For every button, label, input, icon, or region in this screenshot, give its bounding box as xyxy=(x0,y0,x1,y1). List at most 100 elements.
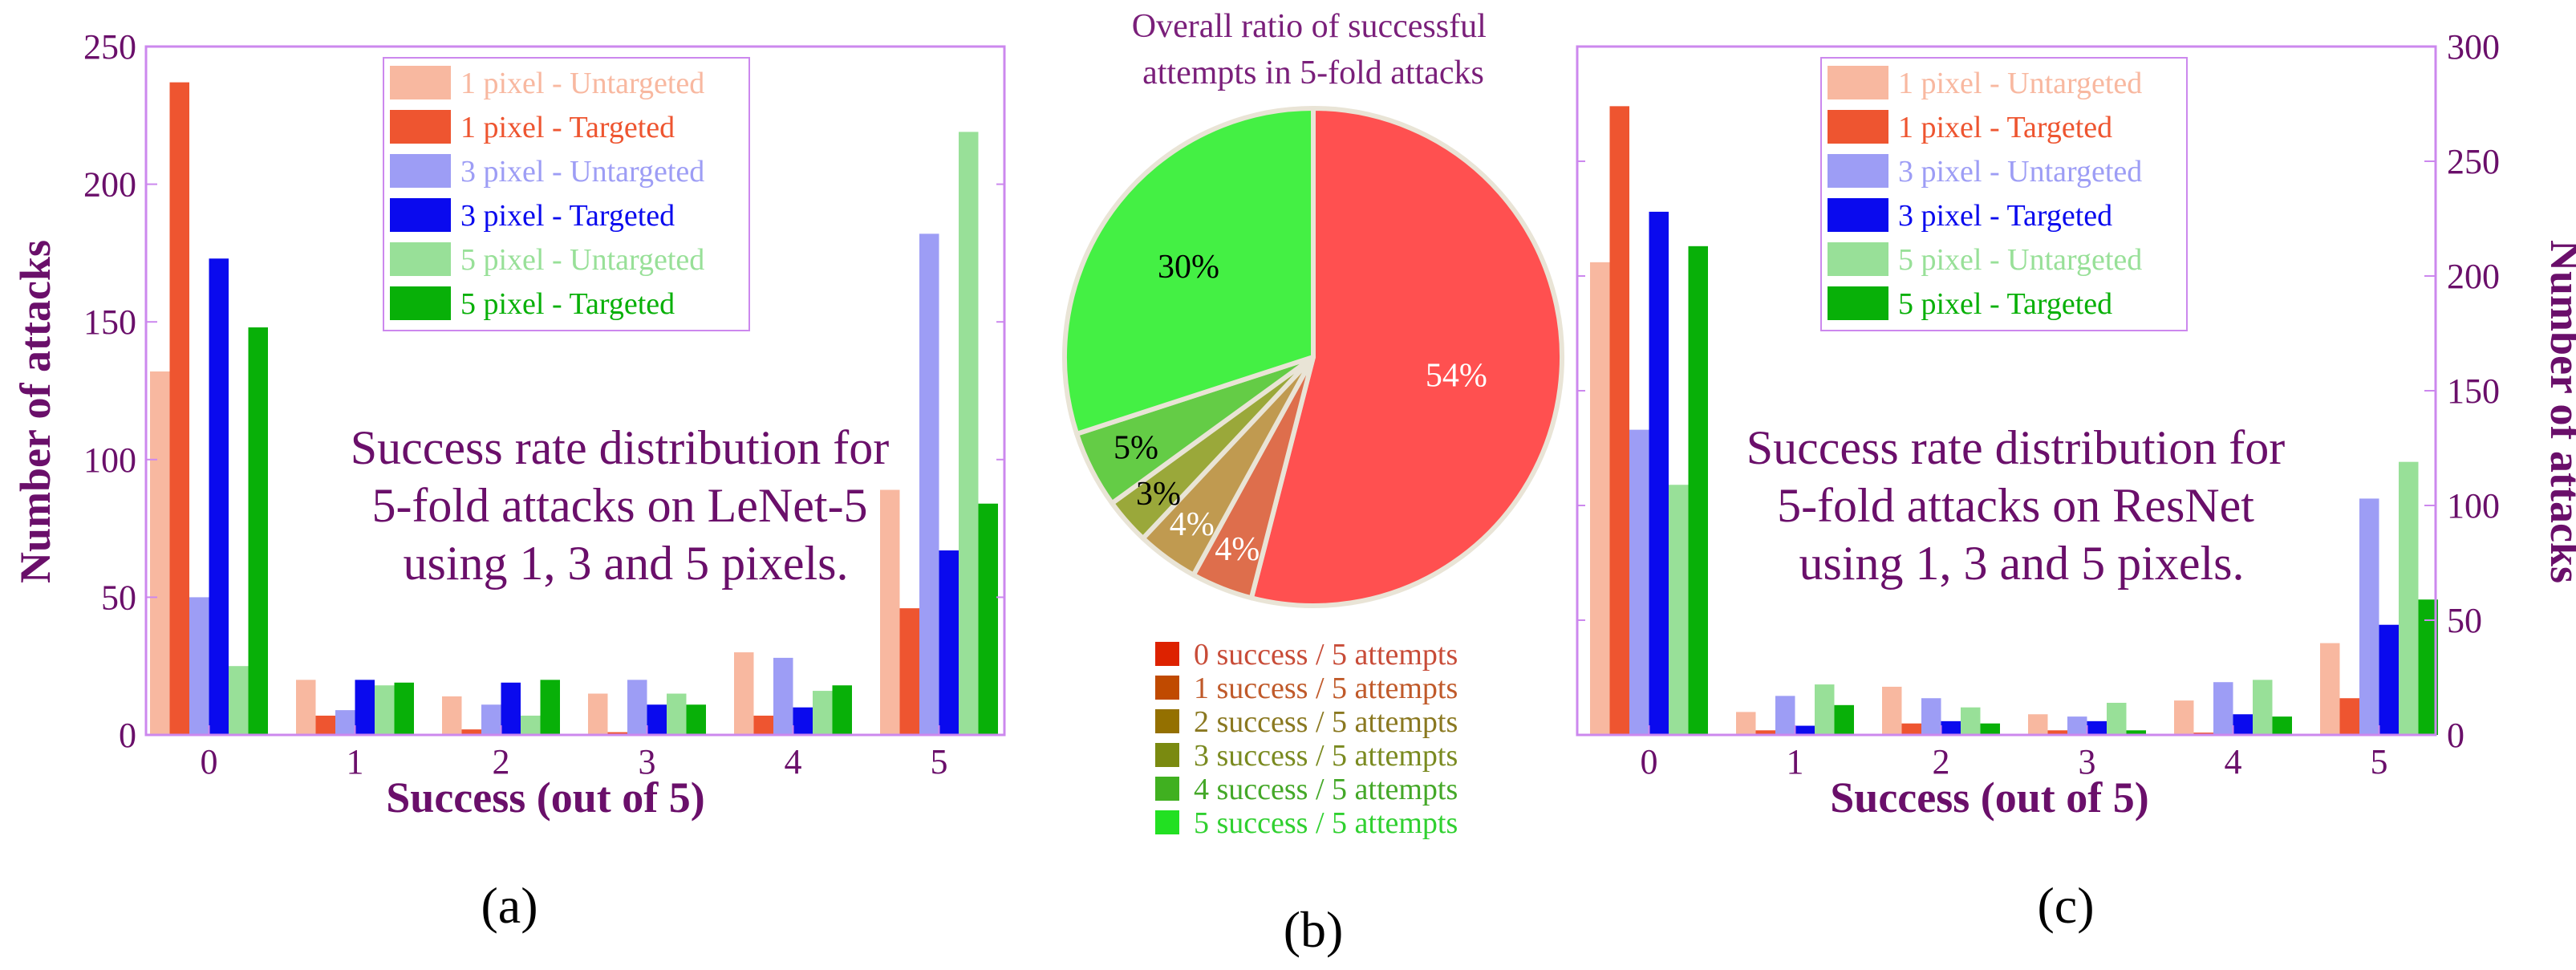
bar-5-cat-3 xyxy=(2107,702,2127,735)
panel-c-resnet-bar-chart: 0 50 100 150 200 250 300 0 1 2 3 4 5 1 pixel - Untar… xyxy=(1576,27,2576,934)
legend-label: 5 pixel - Untargeted xyxy=(1898,243,2142,277)
legend-label: 3 pixel - Targeted xyxy=(460,199,675,233)
legend-label: 1 pixel - Targeted xyxy=(460,111,675,144)
legend-label: 5 pixel - Untargeted xyxy=(460,243,704,277)
bar-4-cat-5 xyxy=(2379,624,2399,735)
pie-label-3-success: 3% xyxy=(1136,476,1181,513)
bar-4-cat-4 xyxy=(793,707,813,735)
bar-1-cat-0 xyxy=(1590,262,1610,736)
x-tick-label: 3 xyxy=(639,742,656,781)
bar-3-cat-4 xyxy=(773,657,793,735)
legend-box xyxy=(1820,57,2188,331)
legend-label: 1 pixel - Untargeted xyxy=(460,67,704,100)
bar-4-cat-0 xyxy=(209,258,229,735)
panel-c-xlabel: Success (out of 5) xyxy=(1830,773,2148,822)
pie-label-0-success: 54% xyxy=(1426,358,1487,395)
pie-legend-swatch xyxy=(1155,676,1179,700)
y-tick-label: 200 xyxy=(83,165,136,205)
bar-6-cat-2 xyxy=(540,680,560,735)
x-tick-label: 0 xyxy=(1641,742,1658,781)
legend-label: 5 pixel - Targeted xyxy=(460,287,675,321)
bar-5-cat-4 xyxy=(2253,680,2273,735)
pie-legend-label: 0 success / 5 attempts xyxy=(1194,638,1458,672)
x-tick-label: 0 xyxy=(201,742,218,781)
bar-3-cat-1 xyxy=(1775,696,1795,735)
pie-legend-swatch xyxy=(1155,810,1179,834)
bar-4-cat-2 xyxy=(1941,720,1961,735)
panel-c-caption: (c) xyxy=(2037,877,2094,934)
bar-4-cat-0 xyxy=(1649,211,1669,735)
panel-a-lenet5-bar-chart: 0 50 100 150 200 250 0 1 2 3 4 5 1 pixel - Untarget… xyxy=(11,27,1006,934)
bar-2-cat-4 xyxy=(753,715,773,735)
bar-3-cat-5 xyxy=(919,233,939,736)
bar-5-cat-0 xyxy=(1669,485,1689,735)
panel-c-annotation: Success rate distribution for 5-fold att… xyxy=(1746,421,2298,590)
bar-5-cat-2 xyxy=(521,715,541,735)
panel-b-caption: (b) xyxy=(1284,901,1344,958)
legend-label: 3 pixel - Targeted xyxy=(1898,199,2112,233)
pie-legend-label: 4 success / 5 attempts xyxy=(1194,773,1458,806)
x-tick-label: 5 xyxy=(2371,742,2388,781)
pie-label-1-success: 4% xyxy=(1215,531,1260,568)
y-tick-label: 150 xyxy=(83,302,136,342)
bar-1-cat-3 xyxy=(2028,714,2048,735)
bar-6-cat-4 xyxy=(832,685,852,735)
pie-legend-label: 3 success / 5 attempts xyxy=(1194,739,1458,773)
pie-legend-label: 1 success / 5 attempts xyxy=(1194,672,1458,705)
y-tick-label: 200 xyxy=(2447,257,2500,296)
y-tick-label: 0 xyxy=(2447,716,2464,755)
panel-a-annotation-line-3: using 1, 3 and 5 pixels. xyxy=(404,537,849,590)
x-tick-label: 4 xyxy=(785,742,802,781)
legend-swatch xyxy=(390,198,451,232)
bar-5-cat-3 xyxy=(667,693,687,735)
pie-title: Overall ratio of successful attempts in … xyxy=(1132,8,1495,91)
legend-swatch xyxy=(390,110,451,144)
pie-title-line-2: attempts in 5-fold attacks xyxy=(1142,55,1484,91)
y-tick-label: 50 xyxy=(101,578,136,617)
y-tick-label: 50 xyxy=(2447,601,2482,640)
bar-2-cat-2 xyxy=(1901,723,1921,735)
pie-rim xyxy=(1062,106,1564,608)
panel-a-axis-ticks: 0 50 100 150 200 250 0 1 2 3 4 5 xyxy=(83,27,1004,781)
x-tick-label: 2 xyxy=(1933,742,1950,781)
panel-c-axis-ticks: 0 50 100 150 200 250 300 0 1 2 3 4 5 xyxy=(1577,27,2500,781)
legend-swatch xyxy=(1828,154,1888,188)
legend-label: 1 pixel - Untargeted xyxy=(1898,67,2142,100)
bar-6-cat-3 xyxy=(2126,730,2146,735)
bar-5-cat-2 xyxy=(1961,707,1981,735)
bar-6-cat-3 xyxy=(686,704,706,735)
bar-1-cat-5 xyxy=(2320,643,2340,735)
legend-swatch xyxy=(390,242,451,276)
panel-b-pie-chart: Overall ratio of successful attempts in … xyxy=(1062,8,1564,958)
bar-5-cat-0 xyxy=(229,666,249,735)
pie-label-4-success: 5% xyxy=(1114,430,1158,467)
bar-6-cat-1 xyxy=(394,682,414,735)
panel-c-legend: 1 pixel - Untargeted 1 pixel - Targeted 3 … xyxy=(1820,57,2188,331)
y-tick-label: 100 xyxy=(83,440,136,480)
bar-4-cat-1 xyxy=(355,680,375,735)
bar-2-cat-5 xyxy=(2339,698,2359,735)
legend-swatch xyxy=(1828,242,1888,276)
bar-3-cat-2 xyxy=(481,704,501,735)
panel-a-annotation-line-2: 5-fold attacks on LeNet-5 xyxy=(371,479,867,532)
bar-1-cat-2 xyxy=(1882,686,1902,735)
pie-legend-swatch xyxy=(1155,777,1179,801)
legend-label: 1 pixel - Targeted xyxy=(1898,111,2112,144)
pie-percent-labels: 54%4%4%3%5%30% xyxy=(1114,249,1487,568)
bar-1-cat-1 xyxy=(296,680,316,735)
panel-c-annotation-line-3: using 1, 3 and 5 pixels. xyxy=(1799,537,2245,590)
legend-label: 3 pixel - Untargeted xyxy=(1898,155,2142,189)
bar-6-cat-2 xyxy=(1980,723,2000,735)
y-tick-label: 100 xyxy=(2447,486,2500,526)
bar-3-cat-3 xyxy=(2067,716,2087,735)
pie-label-2-success: 4% xyxy=(1170,506,1215,543)
legend-swatch xyxy=(390,286,451,320)
x-tick-label: 4 xyxy=(2225,742,2242,781)
panel-c-ylabel: Number of attacks xyxy=(2542,240,2576,583)
y-tick-label: 150 xyxy=(2447,371,2500,411)
bar-6-cat-5 xyxy=(978,503,998,735)
legend-swatch xyxy=(1828,286,1888,320)
bar-2-cat-2 xyxy=(461,729,481,735)
bar-4-cat-5 xyxy=(939,550,959,735)
